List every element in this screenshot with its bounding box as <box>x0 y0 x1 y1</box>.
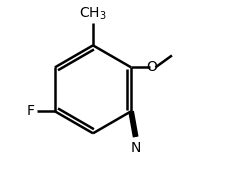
Text: CH$_3$: CH$_3$ <box>79 6 106 23</box>
Text: F: F <box>27 104 35 118</box>
Text: O: O <box>146 60 157 74</box>
Text: N: N <box>130 141 140 155</box>
